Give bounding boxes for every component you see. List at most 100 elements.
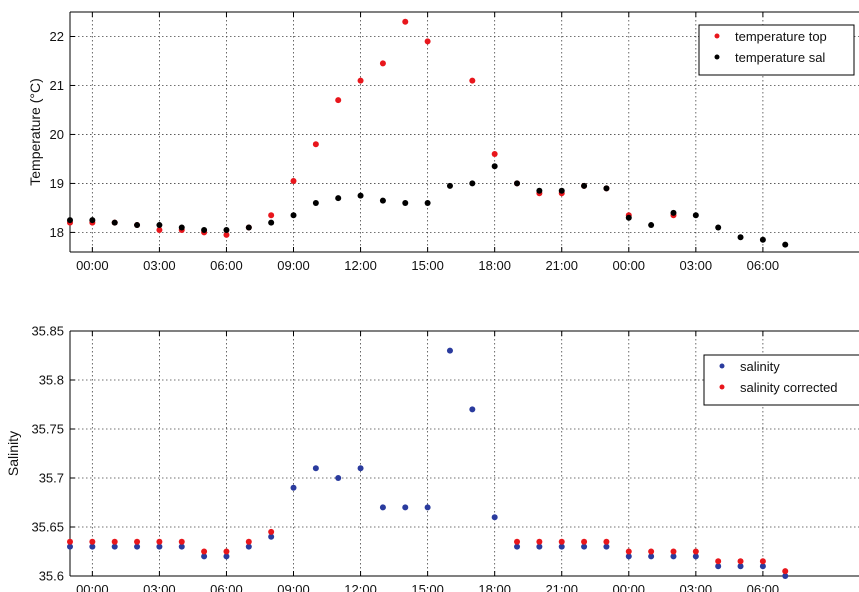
data-point [357,77,364,84]
data-point [581,182,588,189]
x-tick-label: 12:00 [344,582,377,592]
x-tick-label: 00:00 [613,258,646,273]
y-tick-label: 22 [50,29,64,44]
data-point [290,212,297,219]
data-point [737,558,744,565]
data-point [692,212,699,219]
data-point [782,241,789,248]
x-tick-label: 00:00 [613,582,646,592]
data-point [402,504,409,511]
x-tick-label: 18:00 [478,582,511,592]
legend-label: salinity [740,359,780,374]
legend-label: temperature sal [735,50,825,65]
data-point [156,543,163,550]
data-point [491,163,498,170]
data-point [312,141,319,148]
data-point [737,563,744,570]
data-point [603,543,610,550]
data-point [134,222,141,229]
x-tick-label: 03:00 [143,258,176,273]
data-point [536,538,543,545]
x-tick-label: 21:00 [545,258,578,273]
y-tick-label: 19 [50,176,64,191]
data-point [581,543,588,550]
data-point [178,538,185,545]
data-point [245,543,252,550]
x-tick-label: 03:00 [680,258,713,273]
x-tick-label: 03:00 [680,582,713,592]
data-point [268,533,275,540]
chart-panel-2: 00:00 03:00 06:00 09:00 12:00 15:00 18:00 21:00… [5,324,859,592]
data-point [446,182,453,189]
legend-marker [719,384,725,390]
x-tick-label: 09:00 [277,258,310,273]
data-point [178,224,185,231]
x-tick-label: 18:00 [478,258,511,273]
data-point [89,538,96,545]
x-tick-label: 12:00 [344,258,377,273]
data-point [670,548,677,555]
data-point [201,226,208,233]
data-point [715,558,722,565]
data-point [134,538,141,545]
x-tick-label: 15:00 [411,582,444,592]
data-point [379,504,386,511]
data-point [111,543,118,550]
x-tick-label: 03:00 [143,582,176,592]
x-tick-label: 00:00 [76,258,109,273]
data-point [245,224,252,231]
data-point [201,548,208,555]
data-point [625,548,632,555]
data-point [290,484,297,491]
data-point [357,465,364,472]
data-point [312,465,319,472]
data-point [558,187,565,194]
data-point [111,538,118,545]
data-point [514,543,521,550]
data-point [156,226,163,233]
data-point [402,18,409,25]
data-point [536,543,543,550]
chart-panel-1: 00:00 03:00 06:00 09:00 12:00 15:00 18:00 21:00… [27,11,859,273]
x-tick-label: 06:00 [747,582,780,592]
data-point [67,538,73,545]
data-point [156,222,163,229]
data-point [67,543,73,550]
data-point [424,200,431,207]
y-tick-label: 35.75 [31,422,64,437]
y-tick-label: 18 [50,225,64,240]
data-point [491,514,498,521]
data-point [469,406,476,413]
data-point [223,231,230,238]
data-point [268,212,275,219]
data-point [715,224,722,231]
data-point [737,234,744,241]
data-point [223,226,230,233]
data-point [357,192,364,199]
legend-box [703,354,859,406]
y-axis-label: Salinity [5,431,21,476]
y-tick-label: 35.65 [31,520,64,535]
series-1 [67,347,789,579]
data-point [514,180,521,187]
x-tick-label: 06:00 [747,258,780,273]
data-point [268,528,275,535]
y-tick-label: 35.85 [31,324,64,339]
legend-marker [714,54,720,60]
y-tick-label: 35.8 [39,373,64,388]
data-point [648,548,655,555]
y-axis-label: Temperature (°C) [27,78,43,186]
data-point [558,543,565,550]
data-point [692,548,699,555]
data-point [424,38,431,45]
data-point [491,151,498,158]
data-point [223,553,230,560]
data-point [201,553,208,560]
data-point [603,185,610,192]
x-tick-label: 06:00 [210,582,243,592]
data-point [670,209,677,216]
legend-label: temperature top [735,29,827,44]
data-point [625,553,632,560]
